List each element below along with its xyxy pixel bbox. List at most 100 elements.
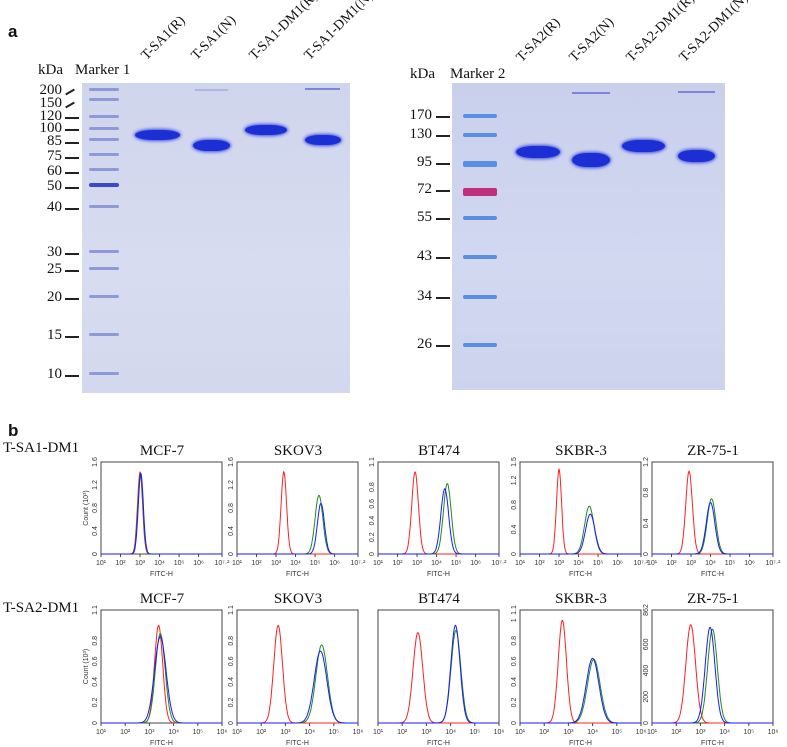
y-tick-label: 1.2 <box>643 457 650 467</box>
histogram-plot: 10¹ 10² 10³ 10⁴ 10⁵ 10⁶ 0 0.2 0.4 0.6 0.8 1.1 FITC-H <box>228 605 364 747</box>
gel-faint-band <box>195 89 228 91</box>
y-tick-label: 1 <box>511 618 518 622</box>
gel1-image <box>82 83 350 393</box>
x-tick-label: 10² <box>251 560 262 567</box>
ladder-band <box>89 127 119 130</box>
y-tick-label: 0 <box>228 552 235 556</box>
marker-size-label: 60 <box>47 163 62 179</box>
histogram-blue-curve <box>652 502 773 555</box>
plot-title: ZR-75-1 <box>687 443 739 459</box>
marker-size-label: 34 <box>417 288 432 304</box>
gel2-lane-label: T-SA2(N) <box>566 14 618 66</box>
x-tick-label: 10³ <box>144 729 155 736</box>
x-tick-label: 10⁶ <box>744 560 755 567</box>
ladder-band <box>89 333 119 336</box>
plot-frame <box>377 609 500 724</box>
ladder-band <box>463 188 497 196</box>
x-tick-label: 10⁵ <box>328 729 339 736</box>
y-tick-label: 0 <box>228 721 235 725</box>
x-tick-label: 10⁴ <box>705 560 716 567</box>
x-tick-label: 10⁴ <box>587 729 598 736</box>
gel-band <box>678 150 715 162</box>
x-tick-label: 10¹ <box>373 729 384 736</box>
x-tick-label: 10² <box>671 729 682 736</box>
x-axis-label: FITC-H <box>150 571 173 578</box>
histogram-blue-curve <box>237 502 358 555</box>
histogram-red-curve <box>520 620 641 724</box>
ladder-band <box>89 88 119 91</box>
x-tick-label: 10¹ <box>515 560 526 567</box>
x-tick-label: 10¹ <box>232 560 243 567</box>
gel2-image <box>452 83 725 390</box>
y-tick-label: 0.6 <box>369 499 376 509</box>
y-tick-label: 0 <box>511 552 518 556</box>
histogram-blue-curve <box>520 657 641 724</box>
x-tick-label: 10⁷·² <box>215 560 231 567</box>
marker-tick <box>65 101 75 109</box>
panel-a-label: a <box>8 22 18 41</box>
marker-tick <box>436 163 450 165</box>
marker-tick <box>436 218 450 220</box>
x-axis-label: FITC-H <box>569 571 592 578</box>
ladder-band <box>463 114 497 118</box>
y-tick-label: 0.4 <box>92 677 99 687</box>
marker-tick <box>65 270 79 272</box>
ladder-band <box>463 255 497 259</box>
x-tick-label: 10⁶ <box>636 729 647 736</box>
x-tick-label: 10⁶ <box>353 729 364 736</box>
y-tick-label: 1.5 <box>511 457 518 467</box>
x-tick-label: 10⁵ <box>192 729 203 736</box>
x-tick-label: 10⁵ <box>451 560 462 567</box>
y-tick-label: 1.2 <box>511 475 518 485</box>
x-axis-label: FITC-H <box>569 740 592 747</box>
x-tick-label: 10³ <box>554 560 565 567</box>
y-tick-label: 0.2 <box>92 697 99 707</box>
y-tick-label: 0 <box>92 721 99 725</box>
x-axis-label: FITC-H <box>427 571 450 578</box>
gel-band <box>305 135 341 145</box>
y-tick-label: 1.1 <box>92 605 99 615</box>
y-tick-label: 0 <box>643 721 650 725</box>
gel-band <box>193 140 230 151</box>
ladder-band <box>463 295 497 299</box>
marker-tick <box>65 129 79 131</box>
y-tick-label: 1.6 <box>92 457 99 467</box>
ladder-band <box>89 267 119 270</box>
y-tick-label: 0.4 <box>228 526 235 536</box>
y-axis-label: Count (10³) <box>83 649 90 684</box>
x-axis-label: FITC-H <box>701 571 724 578</box>
marker-size-label: 75 <box>47 148 62 164</box>
gel2-unit: kDa <box>410 66 435 82</box>
row-label: T-SA1-DM1 <box>3 440 80 456</box>
y-tick-label: 1.2 <box>228 480 235 490</box>
x-tick-label: 10⁴ <box>290 560 301 567</box>
histogram-plot: 10¹ 10² 10³ 10⁴ 10⁵ 10⁶ 10⁷·² 0 0.4 0.8 1.2 1.6 FITC… <box>228 457 366 578</box>
x-tick-label: 10⁵ <box>174 560 185 567</box>
histogram-red-curve <box>101 471 222 555</box>
x-tick-label: 10³ <box>135 560 146 567</box>
y-tick-label: 0.8 <box>511 500 518 510</box>
x-tick-label: 10³ <box>686 560 697 567</box>
marker-tick <box>65 88 75 96</box>
histogram-red-curve <box>237 470 358 555</box>
x-tick-label: 10⁵ <box>725 560 736 567</box>
histogram-plot: 10¹ 10² 10³ 10⁴ 10⁵ 10⁶ 0 0.2 0.4 0.6 0.8 1 1.1 FITC-… <box>511 605 647 747</box>
ladder-band <box>463 161 497 167</box>
y-tick-label: 1.1 <box>511 605 518 615</box>
marker-size-label: 85 <box>47 133 62 149</box>
marker-tick <box>65 253 79 255</box>
marker-size-label: 130 <box>409 126 433 142</box>
gel-faint-band <box>678 91 715 93</box>
marker-tick <box>65 336 79 338</box>
x-tick-label: 10² <box>120 729 131 736</box>
marker-size-label: 26 <box>417 336 432 352</box>
marker-tick <box>436 345 450 347</box>
plot-title: SKOV3 <box>273 591 323 607</box>
x-tick-label: 10¹ <box>96 729 107 736</box>
plot-frame <box>100 609 223 724</box>
x-tick-label: 10⁶ <box>217 729 228 736</box>
x-tick-label: 10³ <box>695 729 706 736</box>
x-tick-label: 10³ <box>412 560 423 567</box>
y-tick-label: 400 <box>643 665 650 677</box>
